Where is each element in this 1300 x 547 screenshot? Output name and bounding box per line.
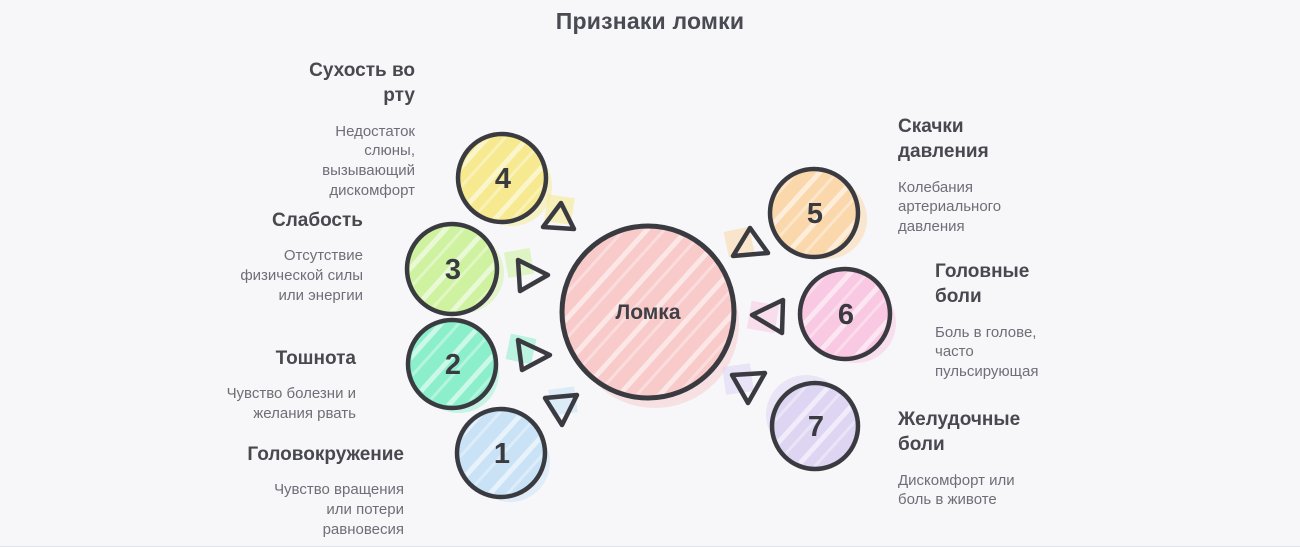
center-node: Ломка: [559, 223, 737, 401]
item-description: Боль в голове, часто пульсирующая: [935, 323, 1039, 381]
node-7: 7: [769, 380, 861, 472]
node-4: 4: [455, 131, 549, 225]
label-block-headaches: Головные боли Боль в голове, часто пульс…: [935, 259, 1155, 382]
arrow-2-icon: [515, 337, 553, 373]
node-6: 6: [797, 266, 893, 362]
arrow-5-icon: [730, 225, 771, 259]
arrow-1-icon: [542, 392, 580, 428]
item-heading: Тошнота: [275, 348, 356, 369]
item-heading: Головные боли: [935, 261, 1030, 308]
arrow-4-icon: [540, 200, 577, 232]
item-heading: Сухость во рту: [309, 60, 415, 107]
label-block-dry-mouth: Сухость во рту Недостаток слюны, вызываю…: [195, 58, 415, 201]
node-1: 1: [454, 406, 548, 500]
node-6-texture: [803, 272, 887, 356]
label-block-pressure-spikes: Скачки давления Колебания артериального …: [898, 114, 1118, 237]
node-3-texture: [410, 227, 494, 311]
node-1-number: 1: [494, 438, 510, 470]
arrow-3-icon: [515, 257, 551, 294]
item-heading: Скачки давления: [898, 116, 989, 163]
label-block-dizziness: Головокружение Чувство вращения или поте…: [174, 442, 404, 540]
item-description: Чувство болезни и желания рвать: [226, 385, 356, 423]
node-3-number: 3: [445, 254, 461, 286]
item-heading: Желудочные боли: [898, 409, 1021, 456]
arrow-7-icon: [729, 370, 768, 406]
center-label: Ломка: [615, 301, 680, 324]
item-description: Дискомфорт или боль в животе: [898, 471, 1015, 509]
node-5: 5: [767, 166, 861, 260]
item-description: Чувство вращения или потери равновесия: [274, 481, 404, 539]
node-7-texture: [775, 386, 855, 466]
item-description: Отсутствие физической силы или энергии: [240, 247, 363, 305]
label-block-weakness: Слабость Отсутствие физической силы или …: [163, 208, 363, 306]
node-4-number: 4: [495, 163, 511, 195]
node-6-number: 6: [838, 299, 854, 331]
node-4-texture: [461, 137, 543, 219]
page-title: Признаки ломки: [555, 8, 745, 34]
item-heading: Слабость: [271, 210, 363, 231]
node-3: 3: [404, 221, 500, 317]
item-description: Колебания артериального давления: [898, 178, 1002, 236]
arrow-7-backing: [722, 363, 754, 395]
item-heading: Головокружение: [247, 444, 404, 465]
item-description: Недостаток слюны, вызывающий дискомфорт: [322, 122, 415, 200]
label-block-nausea: Тошнота Чувство болезни и желания рвать: [146, 346, 356, 424]
node-1-texture: [460, 412, 542, 494]
arrow-6-icon: [749, 297, 786, 336]
node-2-texture: [411, 323, 493, 405]
node-2-number: 2: [445, 349, 461, 381]
node-2: 2: [405, 317, 499, 411]
label-block-stomach-pains: Желудочные боли Дискомфорт или боль в жи…: [898, 407, 1118, 510]
center-texture: [565, 229, 731, 395]
node-5-texture: [773, 172, 855, 254]
node-7-number: 7: [808, 411, 824, 443]
node-5-number: 5: [807, 198, 823, 230]
